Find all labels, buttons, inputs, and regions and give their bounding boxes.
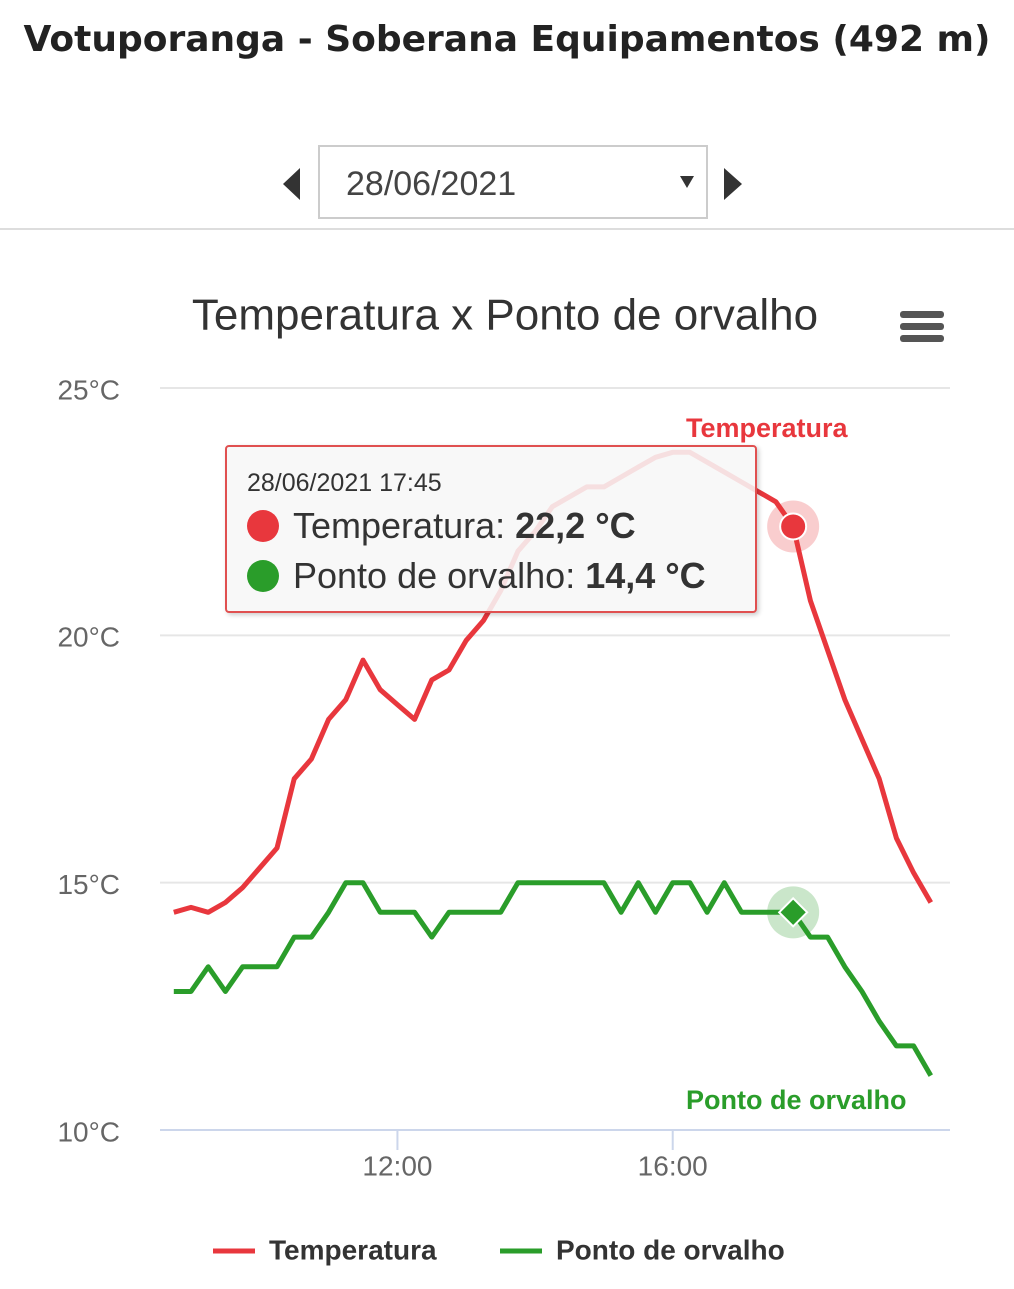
x-tick-label: 16:00 [638,1150,708,1181]
series-line [173,880,933,1077]
legend-item[interactable]: Temperatura [213,1234,437,1265]
tooltip-row: Ponto de orvalho14,4 °C [247,555,706,597]
menu-bar [900,335,944,342]
tooltip-row: Temperatura22,2 °C [247,505,636,547]
menu-button[interactable] [900,311,944,342]
tooltip-title: 28/06/2021 17:45 [247,469,442,497]
y-tick-label: 15°C [57,869,120,900]
tooltip-value: 14,4 °C [585,555,706,596]
tooltip-series-name: Temperatura [293,505,505,546]
date-value: 28/06/2021 [346,165,517,203]
series-label: Ponto de orvalho [686,1085,907,1115]
x-tick-label: 12:00 [362,1150,432,1181]
series-label: Temperatura [686,413,849,443]
tooltip-dot [247,510,279,542]
menu-bar [900,323,944,330]
y-tick-label: 20°C [57,622,120,653]
menu-bar [900,311,944,318]
legend-label: Temperatura [269,1234,437,1265]
tooltip-series-name: Ponto de orvalho [293,555,575,596]
chart-title: Temperatura x Ponto de orvalho [192,291,818,340]
page-title: Votuporanga - Soberana Equipamentos (492… [23,19,991,60]
next-date[interactable] [724,168,742,200]
tooltip-dot [247,560,279,592]
hover-point [777,896,809,928]
prev-date[interactable] [283,168,300,200]
hover-point [779,512,808,541]
legend-item[interactable]: Ponto de orvalho [500,1234,785,1265]
y-tick-label: 10°C [57,1116,120,1147]
dropdown-arrow[interactable] [680,176,694,188]
tooltip: 28/06/2021 17:45 Temperatura22,2 °C Ponto… [225,445,757,613]
y-tick-label: 25°C [57,374,120,405]
legend-label: Ponto de orvalho [556,1234,785,1265]
date-select[interactable]: 28/06/2021 [318,145,708,219]
tooltip-value: 22,2 °C [515,505,636,546]
